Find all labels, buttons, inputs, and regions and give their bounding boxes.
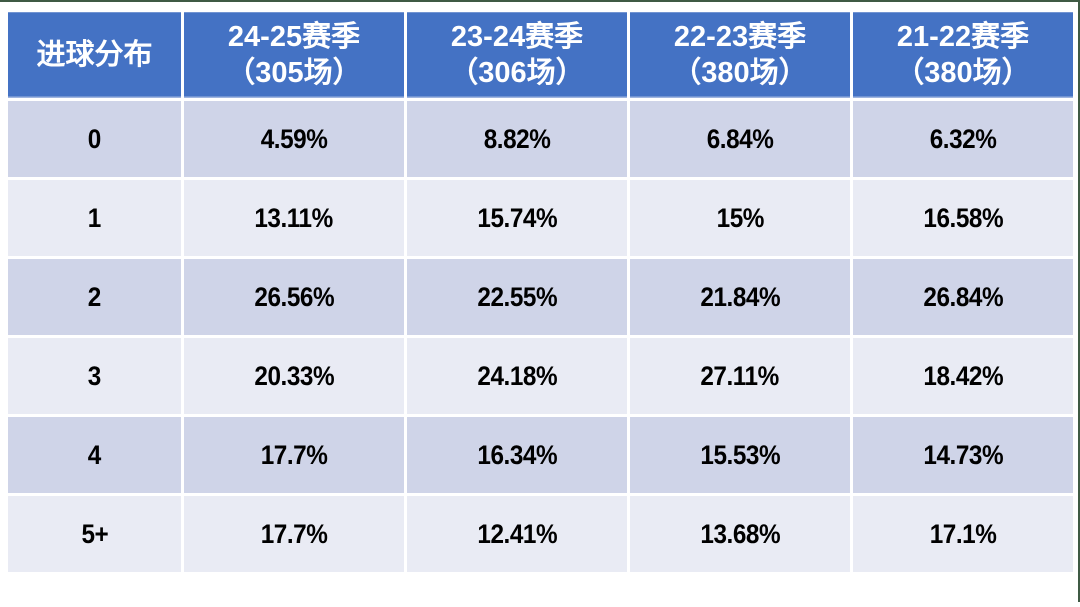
right-border-line	[1078, 0, 1080, 602]
table-cell: 13.68%	[627, 493, 853, 575]
season-label: 21-22赛季	[896, 20, 1030, 53]
cell-value: 17.7%	[260, 439, 328, 470]
table-cell: 17.7%	[181, 493, 407, 575]
table-cell: 6.32%	[850, 98, 1076, 180]
games-count-label: （306场）	[449, 57, 585, 89]
column-header-23-24: 23-24赛季 （306场）	[404, 9, 630, 101]
table-cell: 22.55%	[404, 256, 630, 338]
table-row-goals-2: 2 26.56% 22.55% 21.84% 26.84%	[5, 256, 1076, 338]
cell-value: 17.1%	[929, 518, 997, 549]
table-cell: 21.84%	[627, 256, 853, 338]
row-label-text: 1	[87, 202, 102, 233]
table-cell: 17.1%	[850, 493, 1076, 575]
season-label: 22-23赛季	[673, 20, 807, 53]
cell-value: 6.32%	[929, 123, 997, 154]
column-header-22-23: 22-23赛季 （380场）	[627, 9, 853, 101]
column-header-24-25: 24-25赛季 （305场）	[181, 9, 407, 101]
cell-value: 26.56%	[254, 281, 334, 312]
cell-value: 14.73%	[923, 439, 1003, 470]
table-row-goals-5plus: 5+ 17.7% 12.41% 13.68% 17.1%	[5, 493, 1076, 575]
table-cell: 14.73%	[850, 414, 1076, 496]
header-row: 进球分布 24-25赛季 （305场） 23-24赛季 （306场） 22-23…	[5, 9, 1076, 101]
cell-value: 22.55%	[477, 281, 557, 312]
games-count-label: （380场）	[672, 57, 808, 89]
season-label: 23-24赛季	[450, 20, 584, 53]
cell-value: 8.82%	[483, 123, 551, 154]
row-label-text: 5+	[81, 518, 108, 549]
cell-value: 16.58%	[923, 202, 1003, 233]
table-row-goals-3: 3 20.33% 24.18% 27.11% 18.42%	[5, 335, 1076, 417]
table-cell: 16.58%	[850, 177, 1076, 259]
row-label: 4	[5, 414, 184, 496]
table-cell: 24.18%	[404, 335, 630, 417]
cell-value: 26.84%	[923, 281, 1003, 312]
row-label-text: 3	[87, 360, 102, 391]
cell-value: 27.11%	[700, 360, 780, 391]
row-label: 2	[5, 256, 184, 338]
top-border-line	[0, 0, 1080, 2]
table-row-goals-4: 4 17.7% 16.34% 15.53% 14.73%	[5, 414, 1076, 496]
table-cell: 16.34%	[404, 414, 630, 496]
table-cell: 27.11%	[627, 335, 853, 417]
cell-value: 16.34%	[477, 439, 557, 470]
table-cell: 17.7%	[181, 414, 407, 496]
cell-value: 20.33%	[254, 360, 334, 391]
cell-value: 15.74%	[477, 202, 557, 233]
row-label-text: 0	[87, 123, 102, 154]
table-cell: 15.74%	[404, 177, 630, 259]
row-label: 5+	[5, 493, 184, 575]
cell-value: 21.84%	[700, 281, 780, 312]
row-label: 1	[5, 177, 184, 259]
cell-value: 17.7%	[260, 518, 328, 549]
corner-header-goal-distribution: 进球分布	[5, 9, 184, 101]
games-count-label: （305场）	[226, 57, 362, 89]
row-label-text: 2	[87, 281, 102, 312]
table-cell: 13.11%	[181, 177, 407, 259]
column-header-21-22: 21-22赛季 （380场）	[850, 9, 1076, 101]
cell-value: 13.68%	[700, 518, 780, 549]
cell-value: 13.11%	[254, 202, 334, 233]
row-label: 0	[5, 98, 184, 180]
cell-value: 24.18%	[477, 360, 557, 391]
table-cell: 18.42%	[850, 335, 1076, 417]
table-cell: 15.53%	[627, 414, 853, 496]
table-cell: 4.59%	[181, 98, 407, 180]
cell-value: 15%	[716, 202, 764, 233]
corner-header-label: 进球分布	[36, 38, 153, 71]
season-label: 24-25赛季	[227, 20, 361, 53]
cell-value: 6.84%	[706, 123, 774, 154]
row-label: 3	[5, 335, 184, 417]
table-cell: 8.82%	[404, 98, 630, 180]
row-label-text: 4	[87, 439, 102, 470]
table-cell: 20.33%	[181, 335, 407, 417]
cell-value: 12.41%	[477, 518, 557, 549]
games-count-label: （380场）	[895, 57, 1031, 89]
table-row-goals-1: 1 13.11% 15.74% 15% 16.58%	[5, 177, 1076, 259]
goal-distribution-table: 进球分布 24-25赛季 （305场） 23-24赛季 （306场） 22-23…	[5, 9, 1076, 575]
table-row-goals-0: 0 4.59% 8.82% 6.84% 6.32%	[5, 98, 1076, 180]
table-cell: 15%	[627, 177, 853, 259]
table-cell: 26.56%	[181, 256, 407, 338]
cell-value: 15.53%	[700, 439, 780, 470]
cell-value: 4.59%	[260, 123, 328, 154]
table-cell: 26.84%	[850, 256, 1076, 338]
cell-value: 18.42%	[923, 360, 1003, 391]
table-cell: 6.84%	[627, 98, 853, 180]
table-cell: 12.41%	[404, 493, 630, 575]
